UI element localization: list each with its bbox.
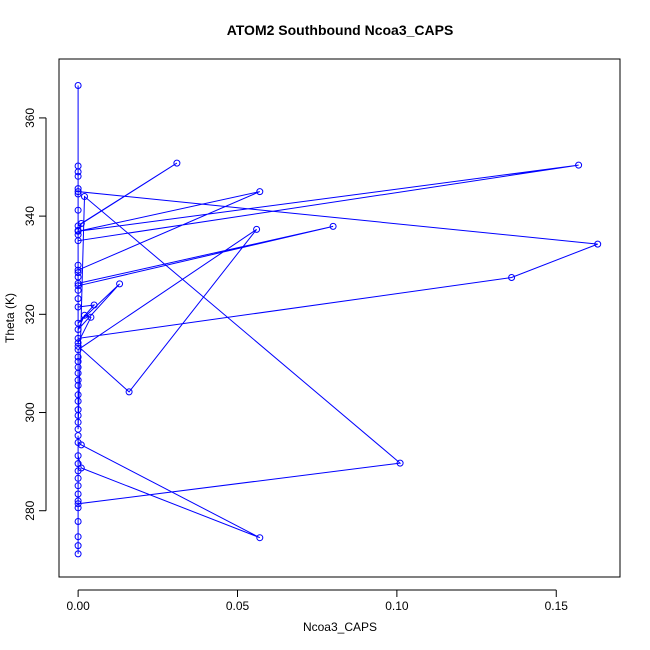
data-point (74, 418, 82, 426)
data-point (90, 301, 98, 309)
data-point (329, 222, 337, 230)
data-point (74, 474, 82, 482)
series-line (77, 85, 598, 554)
data-point (74, 295, 82, 303)
y-tick-label: 300 (23, 402, 37, 422)
data-point (74, 339, 82, 347)
x-axis-label: Ncoa3_CAPS (303, 620, 377, 634)
data-point (81, 311, 88, 319)
y-axis-label: Theta (K) (3, 293, 17, 343)
data-point (396, 459, 404, 467)
data-point (74, 497, 82, 505)
data-point (74, 303, 82, 311)
data-point (116, 280, 124, 288)
data-point (575, 161, 583, 169)
data-point (74, 460, 82, 468)
data-point (594, 240, 602, 248)
data-point (74, 227, 82, 235)
data-point (74, 282, 82, 290)
y-tick-label: 320 (23, 304, 37, 324)
data-point (77, 220, 85, 227)
data-point (74, 482, 82, 490)
data-point (253, 225, 261, 233)
data-point (74, 369, 82, 377)
data-point (74, 266, 82, 274)
data-point (74, 412, 82, 419)
data-point (74, 432, 82, 440)
x-tick-label: 0.10 (385, 599, 409, 613)
data-point (74, 452, 82, 460)
data-point (74, 269, 82, 277)
data-point (77, 441, 85, 449)
data-point (256, 534, 264, 542)
x-axis: 0.00 0.05 0.10 0.15 (66, 589, 569, 613)
data-point (74, 237, 82, 245)
data-point (74, 376, 82, 384)
x-tick-label: 0.05 (226, 599, 250, 613)
data-point (74, 326, 82, 333)
x-tick-label: 0.15 (545, 599, 569, 613)
data-point (74, 82, 82, 89)
y-axis: 280 300 320 340 360 (23, 108, 47, 521)
data-point (74, 542, 82, 550)
data-point (173, 159, 181, 167)
data-point (74, 346, 82, 354)
data-point (74, 490, 82, 498)
data-point (74, 168, 82, 176)
data-point (74, 550, 82, 558)
x-tick-label: 0.00 (66, 599, 90, 613)
data-point (74, 342, 82, 350)
data-point (81, 193, 88, 200)
data-point (74, 334, 82, 342)
data-point (74, 500, 82, 508)
chart-title: ATOM2 Southbound Ncoa3_CAPS (227, 22, 454, 38)
series-layer (74, 82, 602, 558)
data-point (74, 190, 82, 198)
data-point (74, 172, 82, 180)
data-point (508, 274, 516, 281)
data-point (74, 188, 82, 196)
y-tick-label: 340 (23, 206, 37, 226)
data-point (87, 313, 95, 321)
data-point (125, 388, 133, 396)
data-point (74, 279, 82, 287)
plot-area-frame (58, 58, 621, 578)
data-point (74, 533, 82, 541)
data-point (74, 185, 82, 193)
data-point (74, 382, 82, 389)
data-point (74, 397, 82, 405)
data-point (74, 353, 82, 361)
y-tick-label: 360 (23, 108, 37, 128)
data-point (74, 504, 82, 512)
data-point (74, 261, 82, 269)
data-point (74, 467, 82, 475)
data-point (256, 188, 264, 196)
data-point (74, 518, 82, 525)
y-tick-label: 280 (23, 500, 37, 520)
data-point (74, 206, 82, 214)
data-point (74, 286, 82, 294)
